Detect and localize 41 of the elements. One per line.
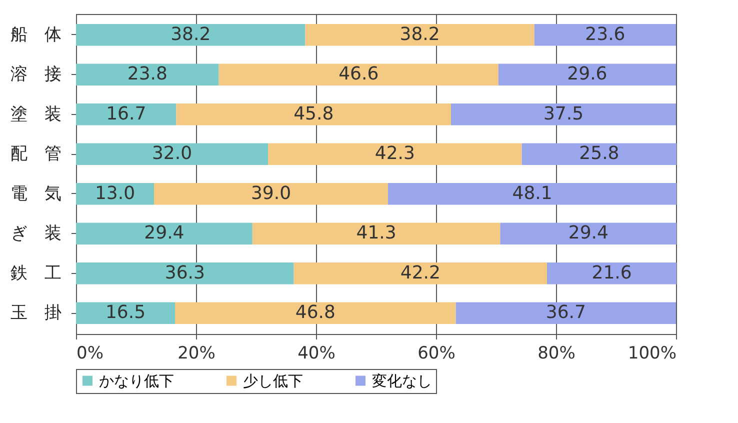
data-label: 23.8 — [127, 64, 168, 85]
x-tick-label: 0% — [76, 344, 104, 364]
data-label: 38.2 — [170, 24, 211, 45]
y-tick-label: 電 気 — [10, 184, 62, 204]
x-tick-label: 20% — [178, 344, 216, 364]
x-tick-label: 40% — [298, 344, 336, 364]
y-tick-label: 溶 接 — [10, 64, 62, 85]
y-tick-label: 船 体 — [10, 24, 62, 45]
data-label: 39.0 — [250, 182, 292, 204]
legend-label: かなり低下 — [99, 372, 174, 390]
x-tick-label: 100% — [628, 344, 676, 364]
data-label: 45.8 — [294, 103, 334, 124]
data-label: 32.0 — [152, 143, 192, 164]
data-label: 29.4 — [144, 222, 184, 244]
data-label: 25.8 — [579, 143, 620, 164]
data-label: 41.3 — [356, 222, 396, 244]
data-label: 23.6 — [585, 24, 626, 45]
data-label: 46.8 — [295, 302, 336, 324]
legend-label: 少し低下 — [243, 372, 303, 390]
data-label: 42.3 — [374, 143, 415, 164]
legend-label: 変化なし — [372, 372, 432, 390]
x-tick-label: 60% — [418, 344, 456, 364]
data-label: 16.7 — [106, 103, 146, 124]
data-label: 13.0 — [94, 182, 136, 204]
data-label: 21.6 — [592, 262, 632, 284]
data-label: 16.5 — [105, 302, 146, 324]
y-tick-label: 塗 装 — [10, 104, 62, 124]
data-label: 38.2 — [400, 24, 440, 45]
y-tick-label: 玉 掛 — [10, 303, 62, 324]
y-tick-label: 鉄 工 — [10, 263, 62, 284]
data-label: 46.6 — [338, 64, 379, 85]
data-label: 36.3 — [164, 262, 205, 284]
x-tick-label: 80% — [538, 344, 576, 364]
data-label: 37.5 — [543, 103, 584, 124]
y-tick-label: 配 管 — [10, 144, 62, 164]
data-label: 42.2 — [400, 262, 440, 284]
data-label: 29.6 — [567, 64, 608, 85]
data-label: 48.1 — [512, 182, 552, 204]
data-label: 36.7 — [546, 302, 586, 324]
data-label: 29.4 — [568, 222, 608, 244]
y-tick-label: ぎ 装 — [10, 224, 62, 244]
